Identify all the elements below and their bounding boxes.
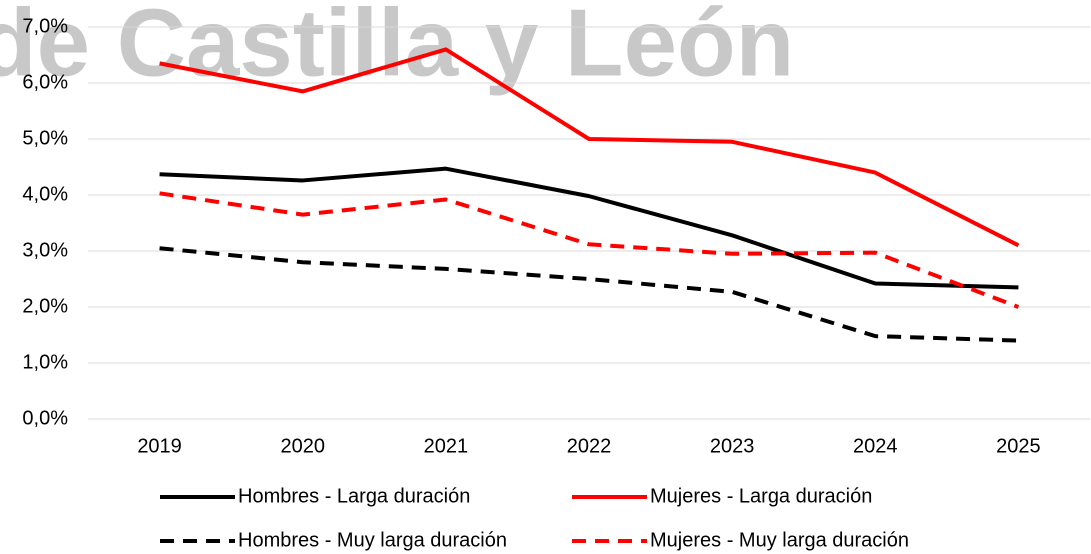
x-tick-label: 2022 [567,435,612,457]
x-tick-label: 2024 [853,435,898,457]
y-tick-label: 2,0% [22,295,68,317]
y-tick-label: 5,0% [22,127,68,149]
series-line [159,191,1020,309]
series-line [159,47,1020,248]
legend-label: Hombres - Muy larga duración [238,529,507,551]
y-tick-label: 4,0% [22,183,68,205]
y-tick-label: 6,0% [22,71,68,93]
x-tick-label: 2025 [996,435,1041,457]
y-tick-label: 0,0% [22,407,68,429]
legend-label: Mujeres - Larga duración [650,485,872,507]
x-tick-label: 2020 [280,435,325,457]
x-tick-label: 2023 [710,435,755,457]
x-tick-label: 2019 [137,435,182,457]
x-tick-label: 2021 [424,435,469,457]
watermark: de Castilla y León [0,0,794,96]
series-line [159,166,1019,290]
series-line [159,246,1019,343]
y-tick-label: 3,0% [22,239,68,261]
y-tick-label: 7,0% [22,15,68,37]
y-tick-label: 1,0% [22,351,68,373]
legend-label: Hombres - Larga duración [238,485,470,507]
legend-label: Mujeres - Muy larga duración [650,529,909,551]
